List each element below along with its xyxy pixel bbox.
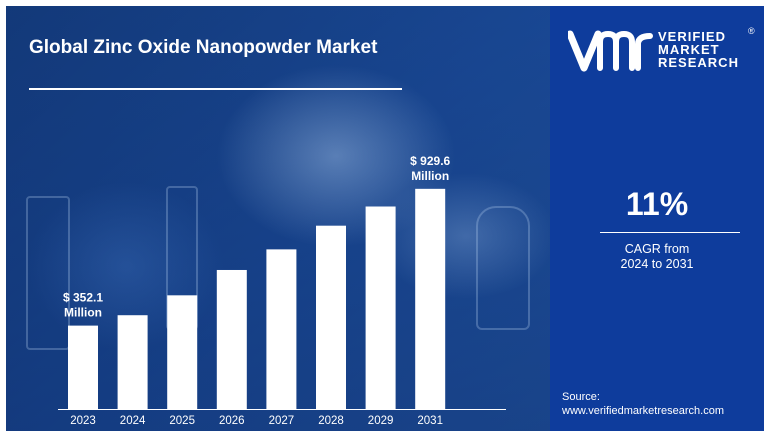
info-panel: VERIFIED MARKET RESEARCH ® 11% CAGR from… xyxy=(550,6,764,431)
x-tick-label-2024: 2024 xyxy=(120,415,146,427)
source-label: Source: xyxy=(562,391,600,403)
logo-wordmark: VERIFIED MARKET RESEARCH xyxy=(658,30,739,69)
data-label-2031-line2: Million xyxy=(411,169,449,183)
source-url: www.verifiedmarketresearch.com xyxy=(562,405,724,417)
chart-panel: Global Zinc Oxide Nanopowder Market 2023… xyxy=(6,6,550,431)
bar-2026 xyxy=(216,269,247,409)
bar-2023 xyxy=(68,325,98,409)
x-tick-label-2023: 2023 xyxy=(70,415,96,427)
vmr-logo-icon xyxy=(568,30,653,72)
cagr-label: CAGR from 2024 to 2031 xyxy=(550,242,764,272)
infographic-card: Global Zinc Oxide Nanopowder Market 2023… xyxy=(6,6,764,431)
bar-2025 xyxy=(167,295,198,409)
data-label-2023-line2: Million xyxy=(64,306,102,320)
bar-2024 xyxy=(117,315,148,409)
chart-title: Global Zinc Oxide Nanopowder Market xyxy=(29,37,378,58)
bar-2031 xyxy=(415,188,446,409)
bar-2028 xyxy=(316,225,346,409)
x-tick-label-2029: 2029 xyxy=(368,415,394,427)
logo-line-verified: VERIFIED xyxy=(658,29,726,44)
registered-mark-icon: ® xyxy=(748,26,755,36)
logo-line-research: RESEARCH xyxy=(658,55,739,70)
x-tick-label-2028: 2028 xyxy=(318,415,344,427)
cagr-divider xyxy=(600,232,740,233)
cagr-value: 11% xyxy=(625,186,689,222)
cagr-label-line2: 2024 to 2031 xyxy=(620,257,694,271)
bar-2027 xyxy=(266,249,297,409)
x-tick-label-2027: 2027 xyxy=(269,415,295,427)
glassware-decoration xyxy=(26,196,70,350)
title-divider xyxy=(29,88,402,90)
data-label-2031-line1: $ 929.6 xyxy=(410,154,450,168)
x-tick-label-2025: 2025 xyxy=(169,415,195,427)
bar-chart: 2023 2024 2025 2026 2027 2028 2029 2031$ 352.1M… xyxy=(58,154,506,427)
glassware-decoration xyxy=(476,206,530,330)
cagr-label-line1: CAGR from xyxy=(624,242,690,256)
x-tick-label-2031: 2031 xyxy=(417,415,443,427)
logo-line-market: MARKET xyxy=(658,42,720,57)
x-tick-label-2026: 2026 xyxy=(219,415,245,427)
data-label-2023-line1: $ 352.1 xyxy=(63,291,103,305)
bar-2029 xyxy=(365,206,396,409)
